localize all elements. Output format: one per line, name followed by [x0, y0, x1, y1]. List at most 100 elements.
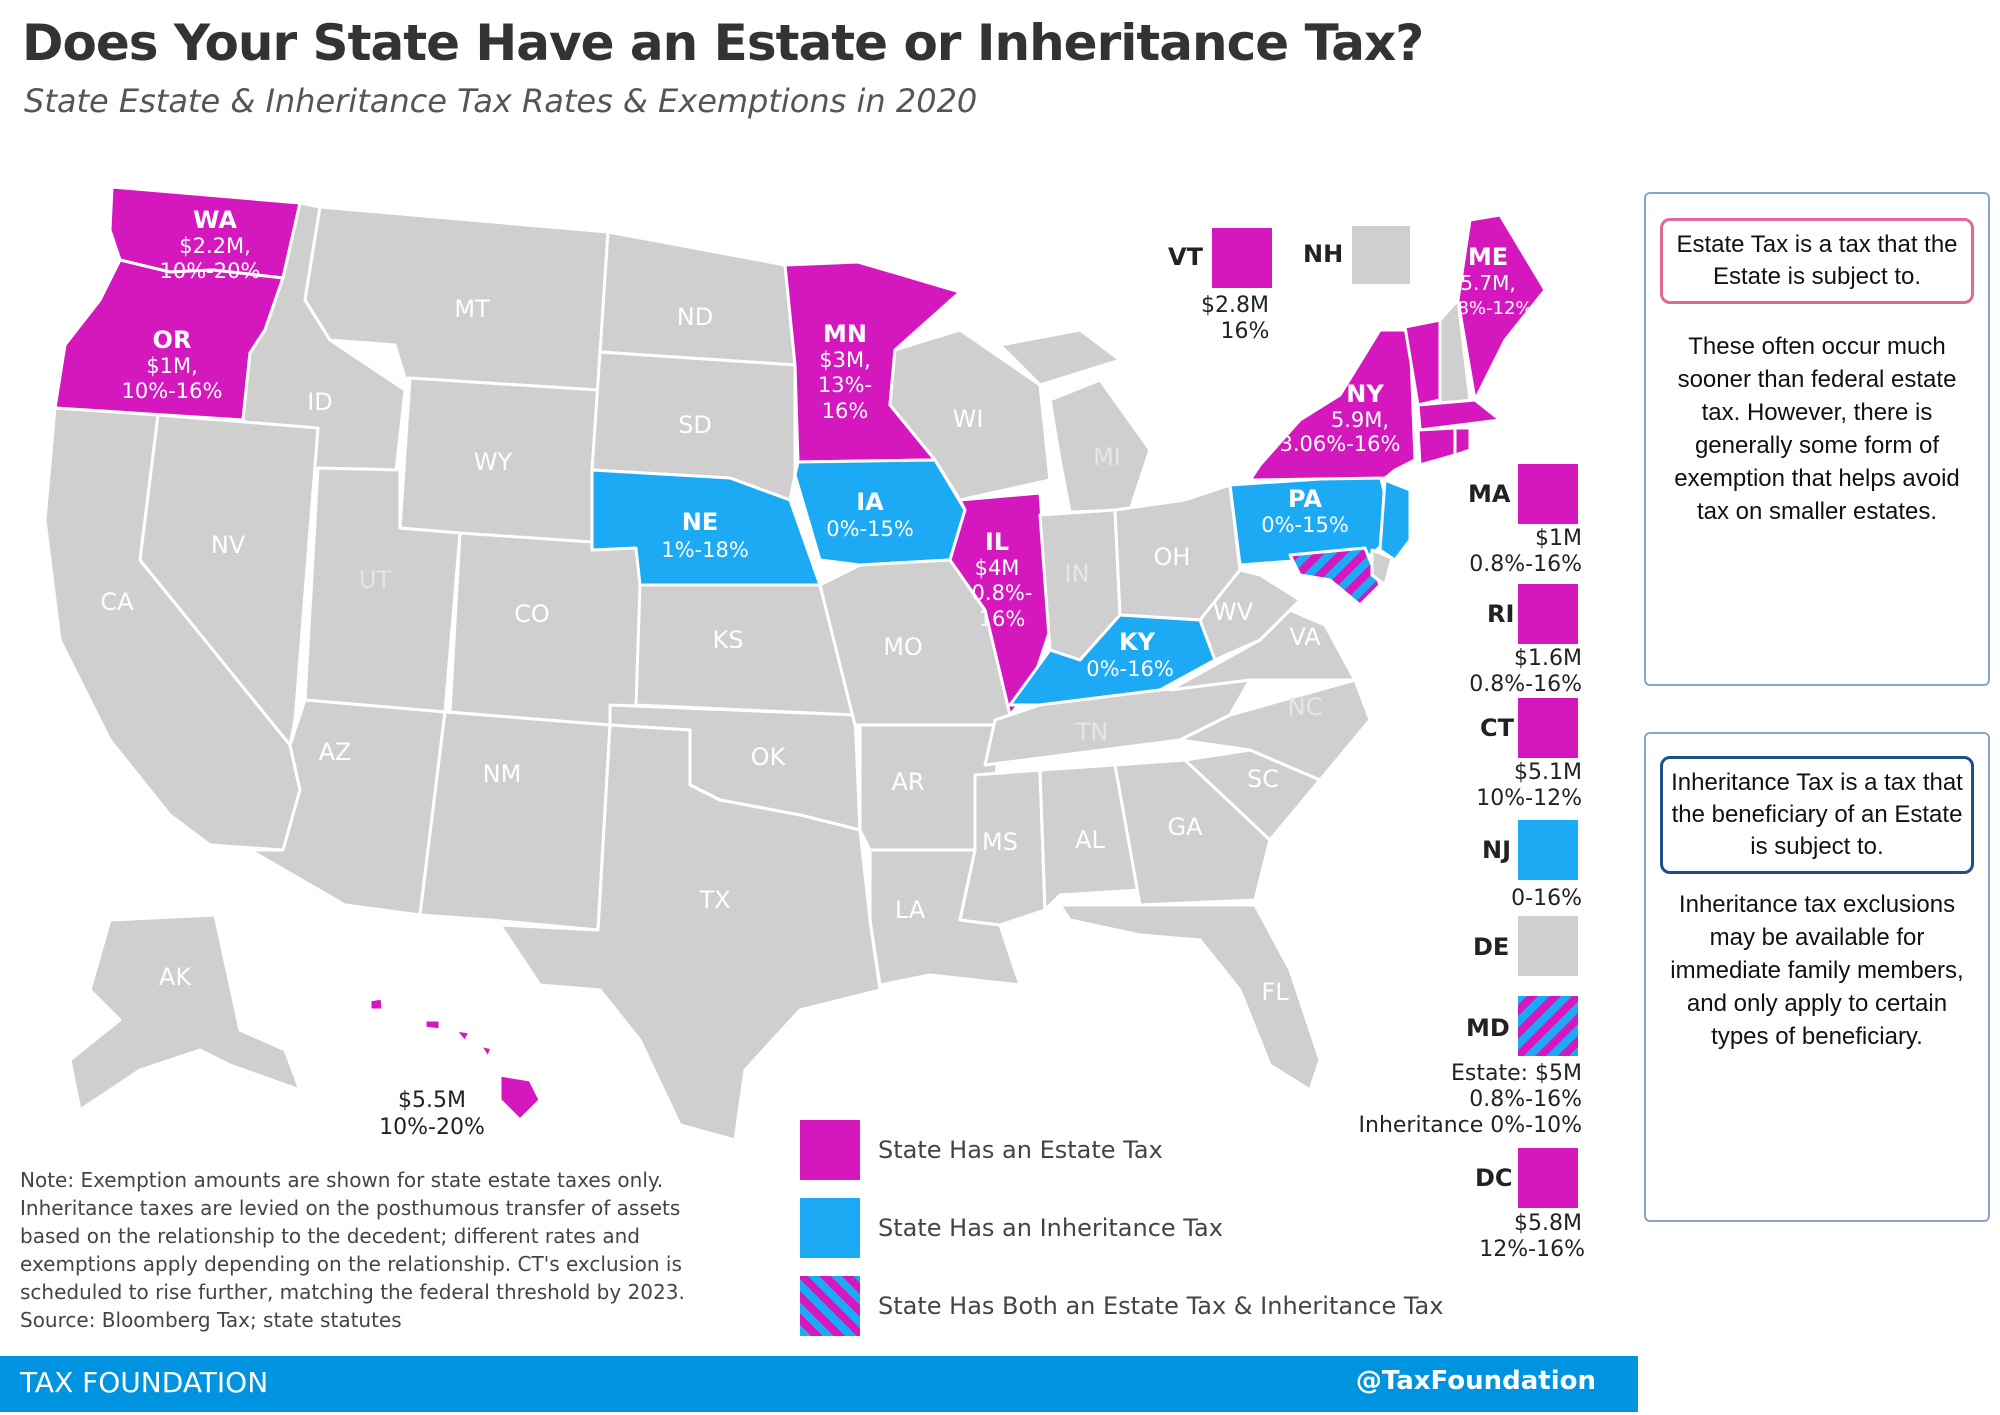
svg-text:SD: SD — [678, 411, 712, 439]
state-tn[interactable] — [983, 678, 1252, 767]
svg-text:1%-18%: 1%-18% — [661, 538, 749, 562]
svg-text:0%-15%: 0%-15% — [826, 517, 914, 541]
label-pa: PA — [1288, 485, 1322, 513]
callout-md: MD Estate: $5M 0.8%-16% Inheritance 0%-1… — [1359, 996, 1582, 1138]
svg-text:5.9M,: 5.9M, — [1331, 408, 1389, 432]
svg-text:MI: MI — [1093, 443, 1121, 471]
state-ga[interactable] — [1113, 758, 1272, 907]
legend-estate-swatch — [800, 1120, 860, 1180]
label-ky: KY — [1119, 628, 1156, 656]
footnote: Note: Exemption amounts are shown for st… — [20, 1166, 700, 1334]
svg-text:AR: AR — [891, 768, 924, 796]
svg-text:$1M,: $1M, — [146, 354, 198, 378]
state-labels: WA $2.2M, 10%-20% OR $1M, 10%-16% MN $3M… — [100, 206, 1532, 1140]
svg-text:KS: KS — [713, 626, 744, 654]
svg-text:MT: MT — [454, 295, 490, 323]
svg-text:0%-15%: 0%-15% — [1261, 513, 1349, 537]
svg-text:IN: IN — [1064, 560, 1089, 588]
svg-text:UT: UT — [359, 566, 392, 594]
label-ia: IA — [856, 488, 884, 516]
svg-text:MO: MO — [883, 633, 923, 661]
svg-text:0-16%: 0-16% — [1511, 886, 1582, 911]
state-ma[interactable] — [1416, 398, 1502, 432]
inheritance-tax-panel: Inheritance Tax is a tax that the benefi… — [1644, 732, 1990, 1222]
state-wi[interactable] — [888, 328, 1052, 502]
state-hi[interactable] — [368, 996, 542, 1122]
inheritance-tax-definition: Inheritance Tax is a tax that the benefi… — [1660, 756, 1974, 874]
state-nm[interactable] — [418, 710, 612, 932]
svg-text:DE: DE — [1473, 933, 1509, 961]
svg-text:Inheritance 0%-10%: Inheritance 0%-10% — [1359, 1113, 1582, 1138]
svg-text:$2.2M,: $2.2M, — [179, 234, 251, 258]
svg-text:10%-12%: 10%-12% — [1476, 786, 1582, 811]
svg-text:AZ: AZ — [319, 738, 352, 766]
svg-text:FL: FL — [1261, 978, 1289, 1006]
svg-text:OK: OK — [751, 743, 787, 771]
legend-both: State Has Both an Estate Tax & Inheritan… — [800, 1276, 1443, 1336]
legend-inheritance-swatch — [800, 1198, 860, 1258]
svg-text:TX: TX — [698, 886, 730, 914]
callout-ma: MA $1M 0.8%-16% — [1468, 464, 1582, 577]
svg-text:Estate: $5M: Estate: $5M — [1451, 1061, 1582, 1086]
svg-text:10%-20%: 10%-20% — [160, 259, 261, 283]
svg-text:$3M,: $3M, — [819, 348, 871, 372]
callout-de: DE — [1473, 916, 1578, 976]
svg-text:NM: NM — [483, 760, 522, 788]
svg-text:NC: NC — [1288, 693, 1323, 721]
svg-text:$5.8M: $5.8M — [1514, 1211, 1582, 1236]
state-fl[interactable] — [1058, 903, 1322, 1092]
svg-text:TN: TN — [1075, 718, 1109, 746]
svg-text:WV: WV — [1213, 598, 1254, 626]
state-nj[interactable] — [1378, 478, 1412, 562]
legend-inheritance: State Has an Inheritance Tax — [800, 1198, 1223, 1258]
state-al[interactable] — [1038, 763, 1142, 912]
svg-text:MD: MD — [1466, 1014, 1510, 1042]
state-nc[interactable] — [1178, 678, 1372, 782]
callout-vt: VT $2.8M 16% — [1168, 228, 1272, 344]
svg-text:5.7M,: 5.7M, — [1460, 271, 1515, 295]
svg-text:0%-16%: 0%-16% — [1086, 657, 1174, 681]
svg-text:SC: SC — [1247, 765, 1279, 793]
svg-text:16%: 16% — [979, 607, 1026, 631]
svg-text:RI: RI — [1487, 600, 1514, 628]
svg-text:$2.8M: $2.8M — [1201, 293, 1269, 318]
svg-text:MS: MS — [982, 828, 1018, 856]
svg-text:0.8%-16%: 0.8%-16% — [1469, 552, 1582, 577]
state-nv[interactable] — [138, 413, 320, 747]
svg-text:$5.5M: $5.5M — [398, 1088, 466, 1113]
svg-text:$1M: $1M — [1535, 526, 1582, 551]
callout-dc: DC $5.8M 12%-16% — [1475, 1148, 1585, 1262]
state-de[interactable] — [1370, 548, 1394, 587]
state-ri[interactable] — [1453, 426, 1472, 457]
label-il: IL — [985, 528, 1009, 556]
estate-tax-definition: Estate Tax is a tax that the Estate is s… — [1660, 218, 1974, 304]
label-wa: WA — [193, 206, 237, 234]
svg-text:NV: NV — [211, 531, 246, 559]
svg-text:DC: DC — [1475, 1164, 1513, 1192]
state-wv[interactable] — [1198, 568, 1302, 662]
svg-text:OH: OH — [1154, 543, 1191, 571]
svg-text:3.06%-16%: 3.06%-16% — [1280, 432, 1401, 456]
svg-text:$4M: $4M — [975, 556, 1020, 580]
label-ne: NE — [682, 508, 718, 536]
state-ny[interactable] — [1248, 328, 1417, 482]
state-tx[interactable] — [498, 723, 882, 1142]
svg-text:ID: ID — [307, 388, 333, 416]
label-or: OR — [153, 326, 192, 354]
label-me: ME — [1468, 243, 1508, 271]
state-md[interactable] — [1288, 546, 1382, 607]
callout-ri: RI $1.6M 0.8%-16% — [1469, 584, 1582, 697]
state-ct[interactable] — [1416, 426, 1457, 467]
svg-text:$1.6M: $1.6M — [1514, 646, 1582, 671]
label-ny: NY — [1346, 380, 1384, 408]
svg-text:$5.1M: $5.1M — [1514, 760, 1582, 785]
state-ak[interactable] — [68, 913, 302, 1112]
callout-nj: NJ 0-16% — [1482, 820, 1582, 911]
svg-text:GA: GA — [1167, 813, 1203, 841]
svg-text:NJ: NJ — [1482, 836, 1511, 864]
callout-ct: CT $5.1M 10%-12% — [1476, 698, 1582, 811]
svg-text:10%-20%: 10%-20% — [379, 1115, 485, 1140]
state-nd[interactable] — [598, 230, 797, 367]
svg-text:12%-16%: 12%-16% — [1479, 1237, 1585, 1262]
svg-text:VT: VT — [1168, 243, 1204, 271]
